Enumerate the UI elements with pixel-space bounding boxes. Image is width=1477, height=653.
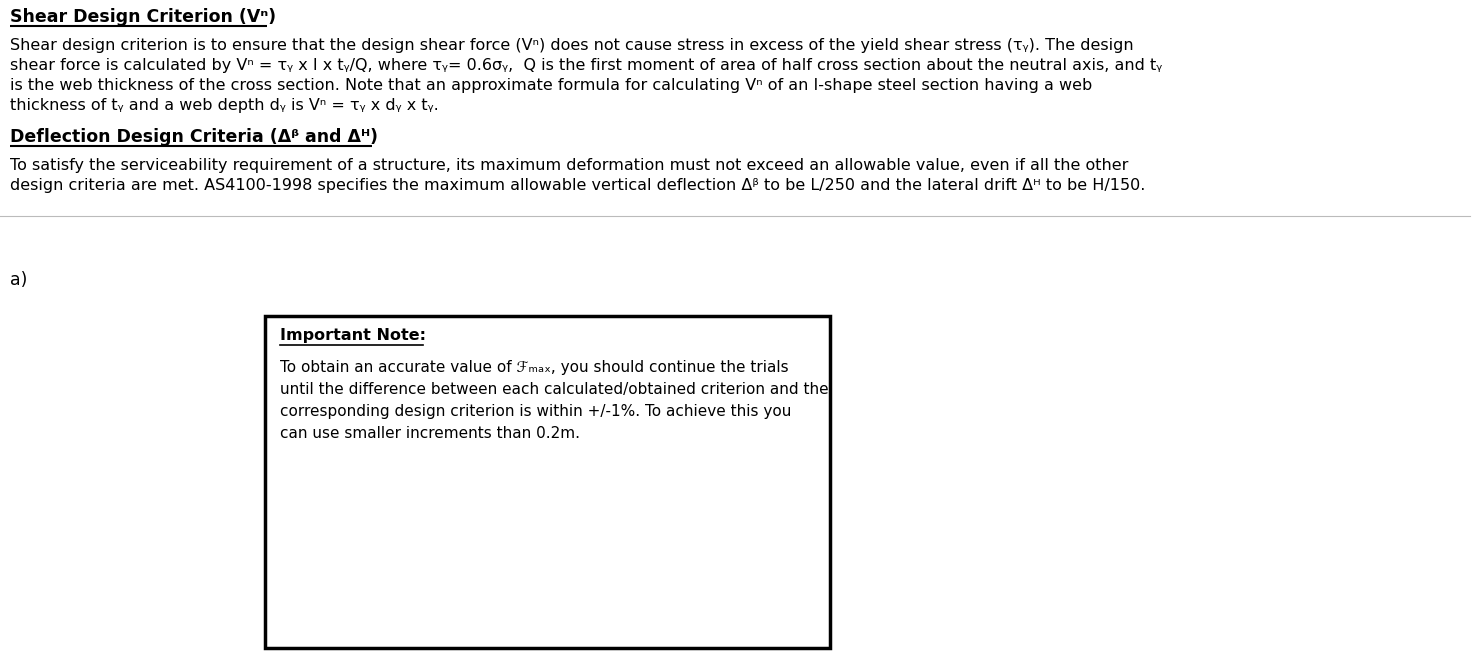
Text: shear force is calculated by Vⁿ = τᵧ x I x tᵧ/Q, where τᵧ= 0.6σᵧ,  Q is the firs: shear force is calculated by Vⁿ = τᵧ x I…	[10, 58, 1162, 73]
Text: a): a)	[10, 271, 28, 289]
Text: Shear design criterion is to ensure that the design shear force (Vⁿ) does not ca: Shear design criterion is to ensure that…	[10, 38, 1134, 53]
Text: is the web thickness of the cross section. Note that an approximate formula for : is the web thickness of the cross sectio…	[10, 78, 1093, 93]
Text: can use smaller increments than 0.2m.: can use smaller increments than 0.2m.	[281, 426, 580, 441]
Text: corresponding design criterion is within +/-1%. To achieve this you: corresponding design criterion is within…	[281, 404, 792, 419]
Text: Important Note:: Important Note:	[281, 328, 425, 343]
FancyBboxPatch shape	[264, 316, 830, 648]
Text: To obtain an accurate value of ℱₘₐₓ, you should continue the trials: To obtain an accurate value of ℱₘₐₓ, you…	[281, 360, 789, 375]
Text: until the difference between each calculated/obtained criterion and the: until the difference between each calcul…	[281, 382, 829, 397]
Text: Deflection Design Criteria (Δᵝ and Δᴴ): Deflection Design Criteria (Δᵝ and Δᴴ)	[10, 128, 378, 146]
Text: Shear Design Criterion (Vⁿ): Shear Design Criterion (Vⁿ)	[10, 8, 276, 26]
Text: thickness of tᵧ and a web depth dᵧ is Vⁿ = τᵧ x dᵧ x tᵧ.: thickness of tᵧ and a web depth dᵧ is Vⁿ…	[10, 98, 439, 113]
Text: To satisfy the serviceability requirement of a structure, its maximum deformatio: To satisfy the serviceability requiremen…	[10, 158, 1128, 173]
Text: design criteria are met. AS4100-1998 specifies the maximum allowable vertical de: design criteria are met. AS4100-1998 spe…	[10, 178, 1145, 193]
